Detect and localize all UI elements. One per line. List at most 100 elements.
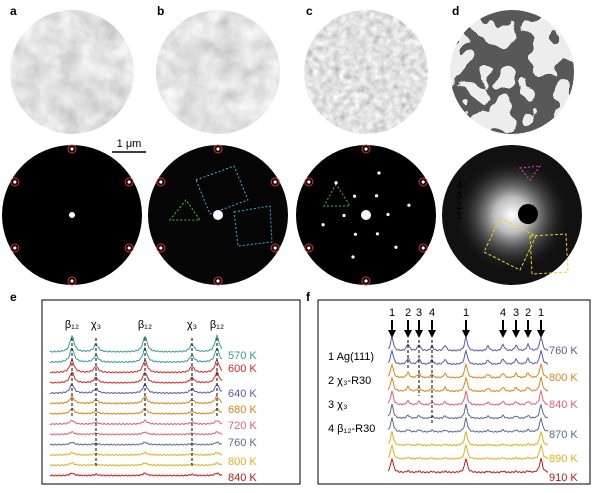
arrow-head bbox=[462, 330, 470, 338]
spot-marker bbox=[361, 276, 371, 286]
spot bbox=[13, 246, 17, 250]
leed-patterns bbox=[2, 145, 582, 285]
peak-label: χ₃ bbox=[187, 319, 197, 331]
temperature-label: 890 K bbox=[549, 453, 578, 465]
marker-label: 1 bbox=[456, 210, 462, 222]
spot bbox=[307, 246, 311, 250]
temperature-label: 800 K bbox=[228, 456, 257, 468]
panel-label: f bbox=[306, 290, 311, 304]
legend-entry: 2 χ₃-R30 bbox=[328, 375, 371, 387]
legend-entry: 4 β₁₂-R30 bbox=[328, 423, 375, 435]
spot-marker bbox=[361, 144, 371, 154]
spectrum bbox=[49, 358, 223, 374]
spot bbox=[375, 232, 380, 236]
unit-cell bbox=[168, 199, 201, 221]
panel-label: b bbox=[157, 4, 164, 18]
center-spot bbox=[213, 210, 223, 220]
unit-cell bbox=[519, 165, 542, 181]
temperature-label: 910 K bbox=[549, 472, 578, 484]
arrow-label: 1 bbox=[538, 307, 544, 319]
arrow-label: 4 bbox=[429, 307, 435, 319]
spot bbox=[70, 147, 74, 151]
temperature-label: 760 K bbox=[228, 437, 257, 449]
spot bbox=[353, 232, 358, 236]
spot-marker bbox=[10, 177, 20, 187]
spot-marker bbox=[67, 276, 77, 286]
spot bbox=[159, 180, 163, 184]
arrow-head bbox=[512, 330, 520, 338]
spot-marker bbox=[418, 177, 428, 187]
spot bbox=[216, 147, 220, 151]
temperature-label: 680 K bbox=[228, 404, 257, 416]
spot bbox=[334, 181, 338, 185]
spot bbox=[421, 180, 425, 184]
beam-stop bbox=[518, 204, 538, 224]
leed-glow bbox=[452, 155, 572, 275]
peak-label: χ₃ bbox=[91, 319, 101, 331]
temperature-label: 800 K bbox=[549, 372, 578, 384]
micrographs bbox=[10, 10, 574, 153]
spot bbox=[364, 147, 368, 151]
panel-label: c bbox=[306, 4, 313, 18]
temperature-label: 840 K bbox=[549, 399, 578, 411]
image-d bbox=[450, 10, 574, 134]
arrow-label: 4 bbox=[500, 307, 506, 319]
spectrum bbox=[387, 430, 549, 447]
spot bbox=[159, 246, 163, 250]
arrow-label: 1 bbox=[389, 307, 395, 319]
spot-marker bbox=[67, 144, 77, 154]
spectrum bbox=[387, 390, 549, 406]
spectrum bbox=[49, 430, 223, 436]
unit-cell bbox=[529, 233, 569, 275]
unit-cell bbox=[323, 183, 351, 207]
spectrum bbox=[49, 451, 223, 457]
axes-box bbox=[41, 299, 301, 485]
spectrum bbox=[49, 441, 223, 446]
marker-label: 2 bbox=[456, 200, 462, 212]
peak-label: β₁₂ bbox=[210, 319, 224, 331]
spot-marker bbox=[418, 243, 428, 253]
spot bbox=[13, 180, 17, 184]
spot bbox=[321, 223, 325, 227]
peak-label: β₁₂ bbox=[65, 319, 79, 331]
spectrum bbox=[49, 382, 223, 395]
temperature-label: 720 K bbox=[228, 420, 257, 432]
peak-label: β₁₂ bbox=[138, 319, 152, 331]
unit-cell bbox=[483, 217, 537, 271]
arrow-head bbox=[499, 330, 507, 338]
spectrum bbox=[49, 407, 223, 415]
scale-bar-label: 1 μm bbox=[117, 138, 142, 150]
arrow-head bbox=[428, 330, 436, 338]
spot-marker bbox=[304, 243, 314, 253]
image-a bbox=[10, 10, 134, 134]
temperature-label: 870 K bbox=[549, 429, 578, 441]
image-c bbox=[304, 10, 428, 134]
spot-marker bbox=[270, 177, 280, 187]
spectrum bbox=[49, 419, 223, 426]
spot-marker bbox=[156, 243, 166, 253]
spot bbox=[386, 212, 390, 217]
spectrum bbox=[387, 362, 548, 379]
spot bbox=[394, 245, 398, 249]
spot bbox=[421, 246, 425, 250]
center-spot bbox=[69, 212, 75, 218]
panel-f-frame bbox=[317, 299, 591, 485]
temperature-label: 760 K bbox=[549, 345, 578, 357]
panel-label: a bbox=[10, 4, 17, 18]
arrow-label: 1 bbox=[463, 307, 469, 319]
temperature-label: 600 K bbox=[228, 363, 257, 375]
spectrum bbox=[387, 457, 549, 474]
arrow-label: 3 bbox=[513, 307, 519, 319]
temperature-label: 570 K bbox=[228, 350, 257, 362]
spot-marker bbox=[124, 243, 134, 253]
spot bbox=[351, 255, 355, 259]
spectrum bbox=[387, 403, 549, 420]
spot bbox=[377, 171, 381, 175]
spectrum bbox=[387, 416, 549, 433]
spectrum bbox=[49, 370, 223, 384]
arrow-label: 2 bbox=[405, 307, 411, 319]
unit-cell bbox=[233, 205, 273, 247]
temperature-label: 840 K bbox=[228, 472, 257, 484]
spot bbox=[127, 246, 131, 250]
arrow-head bbox=[388, 330, 396, 338]
